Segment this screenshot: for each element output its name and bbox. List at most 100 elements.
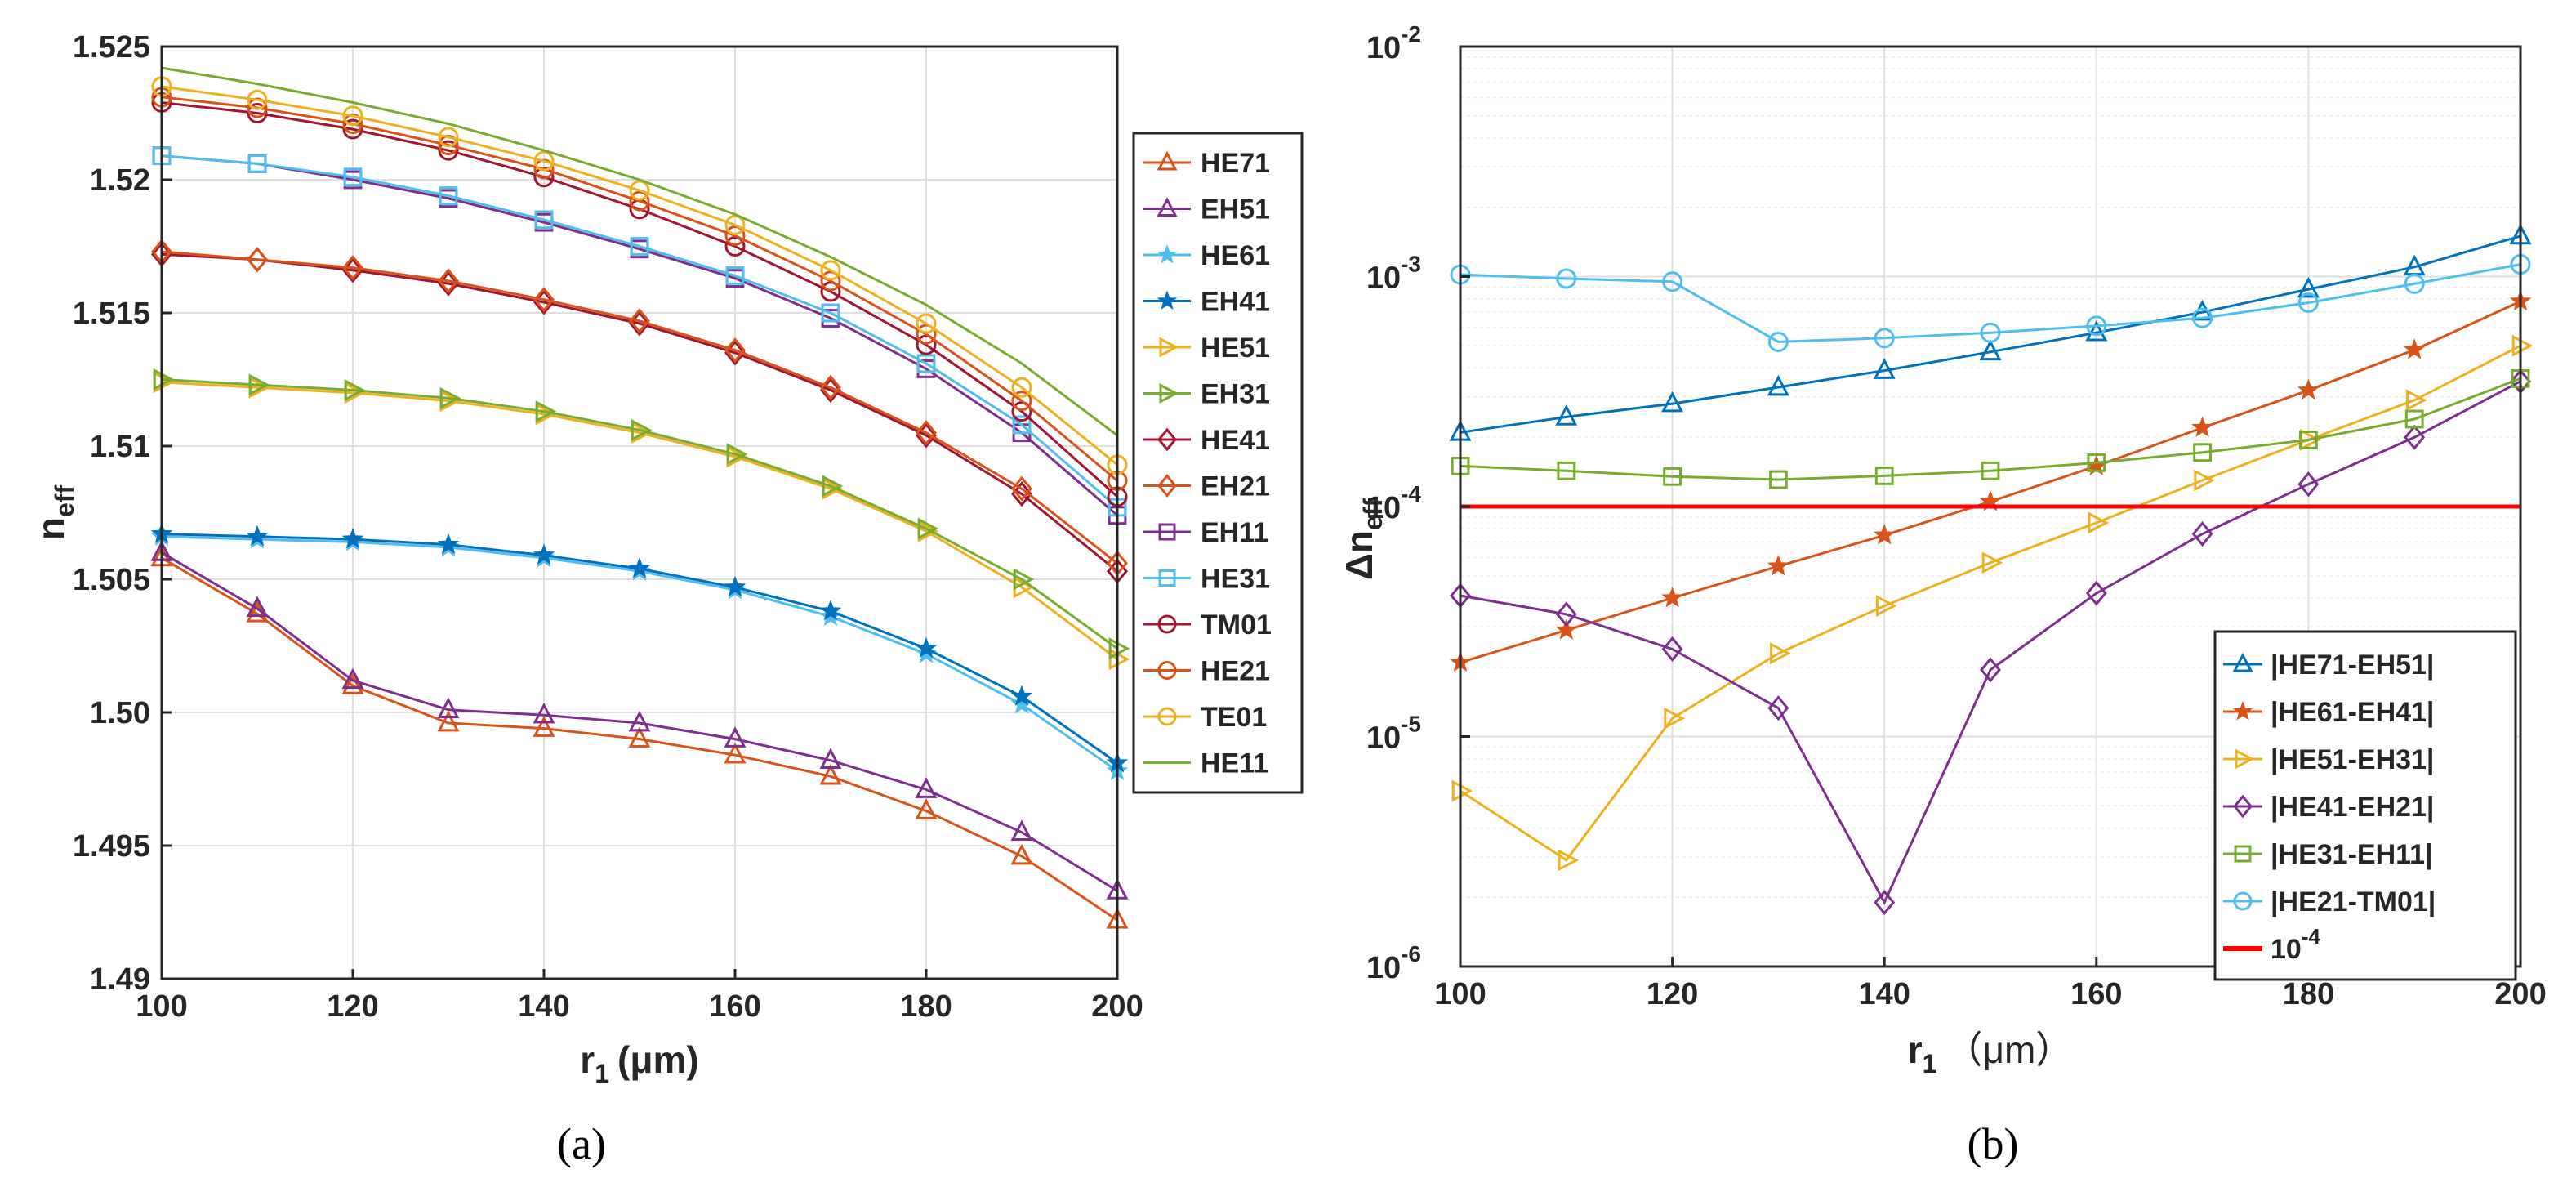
series-eh21-a	[151, 239, 1128, 576]
legend-label: HE71	[1201, 148, 1270, 179]
x-tick-label-a: 120	[327, 989, 378, 1024]
series-eh51-a	[150, 540, 1129, 900]
data-point	[533, 543, 555, 565]
data-point	[916, 324, 937, 345]
legend-label: TM01	[1201, 609, 1272, 641]
plot-area-a	[162, 47, 1117, 979]
data-point	[2511, 334, 2534, 357]
data-point	[1558, 849, 1580, 872]
data-point	[915, 798, 938, 819]
legend-marker	[2235, 748, 2255, 770]
data-point	[246, 596, 269, 618]
legend-item-he41-a: HE41	[1143, 425, 1270, 456]
legend-label: EH11	[1201, 517, 1268, 548]
y-tick-label-b: 10-3	[1366, 252, 1421, 296]
legend-label: HE11	[1201, 748, 1268, 779]
data-point	[724, 225, 746, 246]
data-point	[1011, 377, 1032, 398]
data-point	[2194, 469, 2215, 492]
data-point	[1108, 648, 1130, 671]
data-point	[916, 334, 937, 355]
legend-item-he71-a: HE71	[1143, 148, 1270, 179]
series-line	[161, 551, 1118, 892]
data-point	[1555, 404, 1578, 426]
data-point	[2404, 273, 2425, 294]
legend-item-he31-a: HE31	[1143, 564, 1270, 595]
data-point	[724, 575, 747, 597]
data-point	[1874, 328, 1895, 349]
data-point	[1451, 779, 1473, 802]
legend-item-he51-a: HE51	[1143, 333, 1270, 364]
data-point	[2403, 338, 2426, 359]
series-line	[161, 85, 1118, 466]
legend-label: HE61	[1201, 240, 1270, 271]
data-point	[1981, 461, 2000, 480]
series-he71-a	[150, 545, 1129, 929]
legend-item-he11-a: HE11	[1143, 748, 1268, 779]
series-line	[161, 96, 1118, 482]
legend-item-eh51-a: EH51	[1143, 194, 1270, 225]
data-point	[1873, 524, 1896, 545]
legend-marker	[1158, 569, 1176, 587]
data-point	[1980, 322, 2001, 343]
data-point	[724, 742, 747, 764]
data-point	[437, 697, 460, 719]
data-point	[916, 422, 937, 449]
data-point	[2086, 315, 2107, 337]
data-point	[1555, 618, 1578, 640]
data-point	[534, 210, 554, 230]
legend-marker	[1157, 707, 1177, 726]
y-tick-label-b: 10-5	[1366, 712, 1421, 756]
y-tick-label-a: 1.515	[73, 297, 150, 331]
legend-marker	[2232, 652, 2253, 672]
data-point	[342, 118, 363, 140]
legend-marker	[2234, 845, 2252, 863]
data-point	[2192, 307, 2213, 328]
y-axis-label-a: neff	[29, 485, 79, 541]
x-axis-label-a: r1 (μm)	[580, 1038, 698, 1088]
data-point	[628, 726, 651, 748]
legend-item-he21-tm01-b: |HE21-TM01|	[2223, 886, 2436, 917]
data-point	[246, 525, 269, 547]
legend-box-a	[1132, 132, 1304, 794]
data-point	[629, 308, 650, 334]
data-point	[153, 368, 175, 391]
data-point	[437, 710, 460, 732]
series-line	[161, 154, 1118, 516]
data-point	[1012, 415, 1032, 435]
legend-box-b	[2213, 630, 2517, 981]
data-point	[724, 337, 746, 364]
legend-label: EH31	[1201, 379, 1270, 410]
data-point	[725, 266, 745, 285]
series-line	[161, 381, 1118, 660]
data-point	[535, 400, 557, 423]
data-point	[1980, 657, 2001, 683]
data-point	[819, 600, 842, 621]
legend-label: HE41	[1201, 425, 1270, 456]
data-point	[820, 281, 841, 302]
data-point	[1767, 554, 1789, 576]
y-tick-label-a: 1.495	[73, 829, 150, 864]
legend-item-10-4-b: 10-4	[2223, 924, 2320, 965]
data-point	[247, 247, 268, 273]
legend-item-he31-eh11-b: |HE31-EH11|	[2223, 839, 2433, 870]
legend-item-tm01-a: TM01	[1143, 609, 1272, 641]
legend-label: EH41	[1201, 287, 1270, 318]
legend-label: HE21	[1201, 656, 1270, 687]
legend-marker	[2233, 891, 2253, 911]
data-point	[2404, 409, 2424, 429]
data-point	[2297, 292, 2319, 313]
data-point	[1981, 551, 2003, 574]
data-point	[820, 374, 841, 400]
data-point	[439, 386, 461, 409]
data-point	[630, 237, 649, 256]
data-point	[247, 154, 267, 173]
legend-marker	[1158, 523, 1176, 541]
data-point	[1873, 358, 1896, 379]
data-point	[916, 420, 937, 446]
series-line	[1460, 377, 2521, 481]
data-point	[822, 475, 844, 498]
data-point	[342, 255, 363, 281]
x-tick-label-b: 200	[2494, 977, 2546, 1011]
data-point	[1874, 467, 1894, 485]
